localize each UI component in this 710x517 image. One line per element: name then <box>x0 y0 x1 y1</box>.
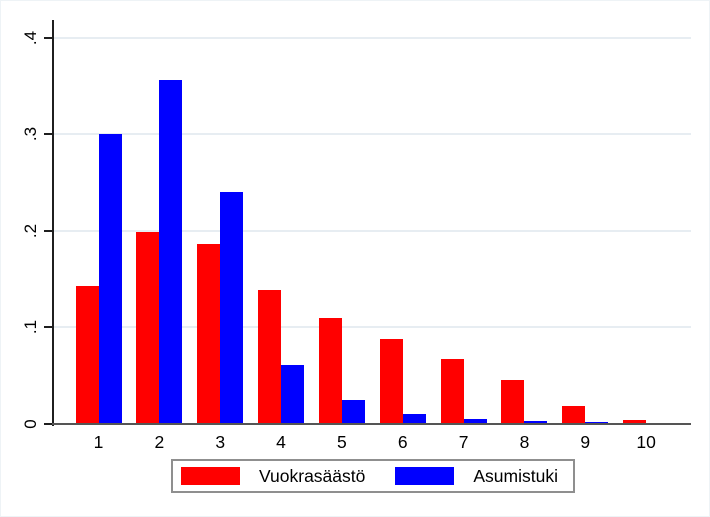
gridline-y-2 <box>54 229 691 232</box>
bar-asumistuki-5 <box>341 399 365 424</box>
legend-item-vuokrasäästö: Vuokrasäästö <box>181 466 395 487</box>
bar-asumistuki-7 <box>463 419 487 424</box>
bar-vuokrasäästö-2 <box>136 231 160 424</box>
legend-label: Vuokrasäästö <box>259 465 366 486</box>
y-axis-tick-label: 0 <box>21 419 40 429</box>
y-axis-tick <box>44 36 52 39</box>
y-axis-tick <box>44 229 52 232</box>
legend-item-asumistuki: Asumistuki <box>395 466 588 487</box>
gridline-y-1 <box>54 326 691 329</box>
bar-asumistuki-2 <box>159 80 183 424</box>
legend-swatch-vuokrasäästö <box>181 467 240 485</box>
bar-asumistuki-4 <box>281 365 305 424</box>
bar-asumistuki-8 <box>524 421 548 424</box>
bar-vuokrasäästö-8 <box>501 379 525 424</box>
x-axis-tick-label: 5 <box>337 432 347 452</box>
bar-vuokrasäästö-3 <box>197 244 221 424</box>
x-axis-tick-label: 10 <box>636 432 656 452</box>
bar-vuokrasäästö-10 <box>623 420 647 424</box>
bar-vuokrasäästö-9 <box>562 405 586 424</box>
bar-vuokrasäästö-6 <box>379 339 403 424</box>
x-axis-tick-label: 4 <box>276 432 286 452</box>
x-axis-line <box>52 423 691 425</box>
y-axis-tick-label: .3 <box>21 127 40 142</box>
x-axis-tick-label: 3 <box>215 432 226 452</box>
bar-vuokrasäästö-4 <box>258 289 282 424</box>
y-axis-tick <box>44 423 52 425</box>
y-axis-line <box>52 20 54 426</box>
bar-asumistuki-1 <box>98 134 122 424</box>
x-axis-tick-label: 1 <box>93 432 104 452</box>
x-axis-tick-label: 2 <box>154 432 165 452</box>
plot-area <box>54 20 691 424</box>
bar-asumistuki-3 <box>220 192 244 424</box>
y-axis-tick <box>44 326 52 329</box>
bar-asumistuki-6 <box>402 414 426 424</box>
legend-swatch-asumistuki <box>395 467 455 485</box>
y-axis-tick <box>44 133 52 136</box>
x-axis-tick-label: 7 <box>458 432 469 452</box>
y-axis-tick-label: .4 <box>21 30 40 45</box>
x-axis-tick-label: 9 <box>580 432 591 452</box>
gridline-y-4 <box>54 36 691 39</box>
y-axis-tick-label: .2 <box>21 223 40 238</box>
gridline-y-3 <box>54 133 691 136</box>
bar-vuokrasäästö-7 <box>440 359 464 424</box>
bar-vuokrasäästö-5 <box>318 317 342 424</box>
legend-label: Asumistuki <box>473 465 558 486</box>
legend: Vuokrasäästö Asumistuki <box>171 459 575 493</box>
bar-vuokrasäästö-1 <box>75 285 99 424</box>
y-axis-tick-label: .1 <box>21 320 40 335</box>
x-axis-tick-label: 6 <box>397 432 408 452</box>
x-axis-tick-label: 8 <box>519 432 530 452</box>
